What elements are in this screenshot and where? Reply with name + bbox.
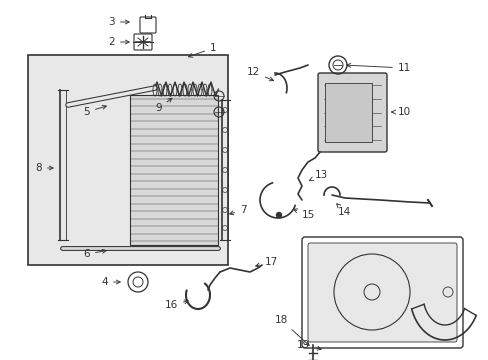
Text: 7: 7 <box>229 205 246 215</box>
FancyBboxPatch shape <box>317 73 386 152</box>
Text: 19: 19 <box>296 340 321 350</box>
Text: 17: 17 <box>255 257 278 267</box>
Bar <box>130 95 218 245</box>
Text: 10: 10 <box>391 107 410 117</box>
Bar <box>28 55 227 265</box>
Text: 9: 9 <box>155 98 172 113</box>
Text: 12: 12 <box>246 67 273 81</box>
Text: 8: 8 <box>35 163 53 173</box>
FancyBboxPatch shape <box>302 237 462 348</box>
Circle shape <box>276 212 281 217</box>
Text: 2: 2 <box>108 37 129 47</box>
Text: 14: 14 <box>336 204 350 217</box>
Text: 15: 15 <box>293 209 315 220</box>
Text: 16: 16 <box>164 300 188 310</box>
Text: 1: 1 <box>188 43 216 57</box>
Text: 4: 4 <box>101 277 120 287</box>
Text: 11: 11 <box>346 63 410 73</box>
FancyBboxPatch shape <box>307 243 456 342</box>
Text: 18: 18 <box>274 315 308 346</box>
Text: 6: 6 <box>83 249 106 259</box>
FancyBboxPatch shape <box>140 17 156 33</box>
Bar <box>325 83 371 142</box>
Text: 5: 5 <box>83 105 106 117</box>
Text: 13: 13 <box>309 170 327 181</box>
Text: 3: 3 <box>108 17 129 27</box>
FancyBboxPatch shape <box>134 34 152 50</box>
